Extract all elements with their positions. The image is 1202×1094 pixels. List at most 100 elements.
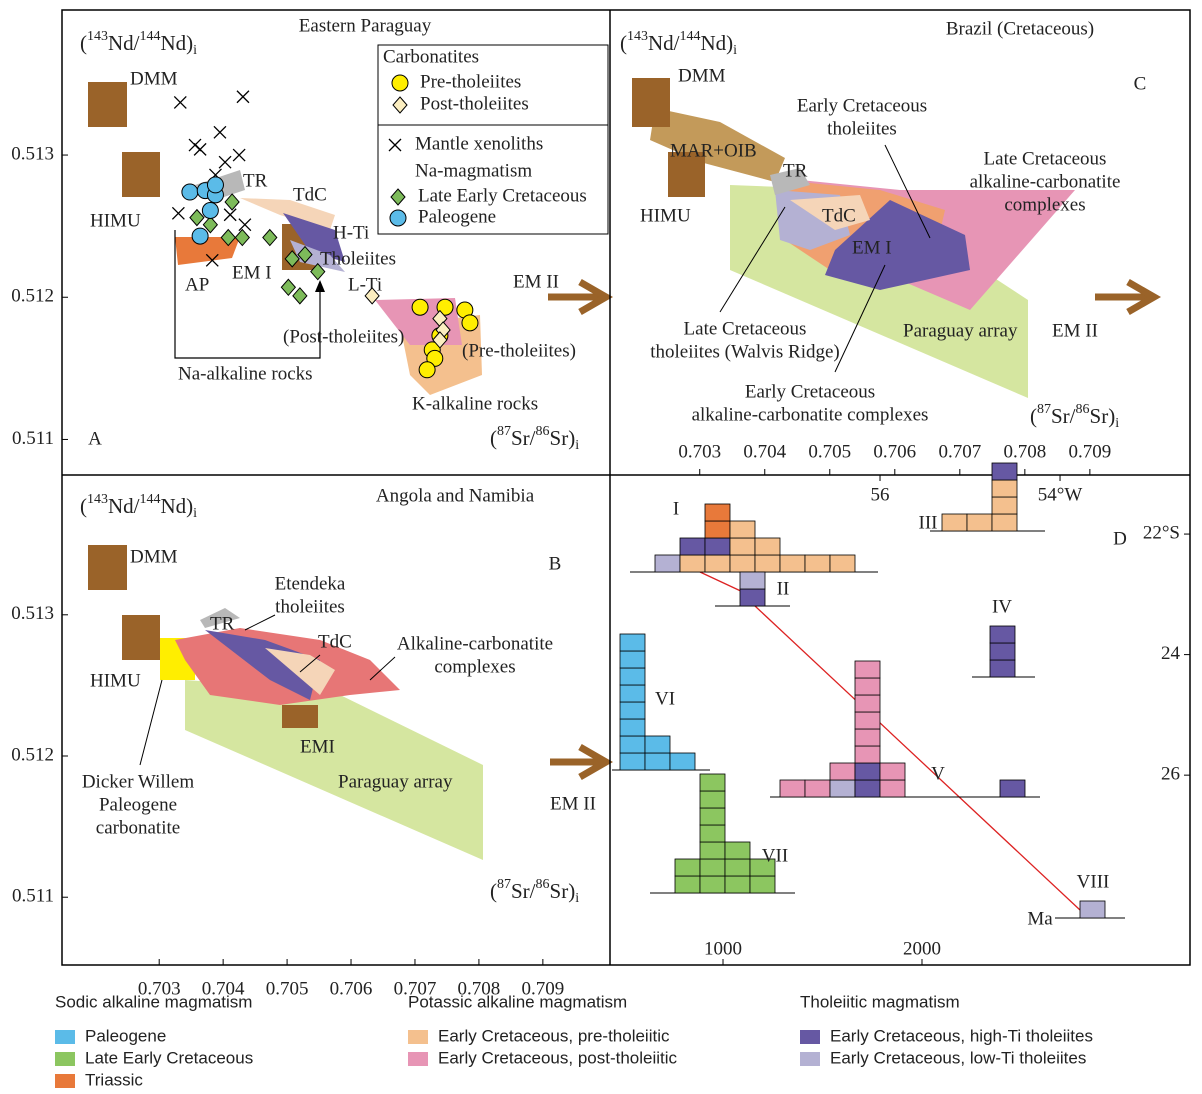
legend-label: Paleogene [418,206,496,227]
group-label: VIII [1077,871,1110,892]
annotation: Paraguay array [903,320,1018,341]
cell [724,858,751,877]
field-himu [122,615,160,660]
axis-label-part: 143 [627,29,648,44]
point [223,208,237,222]
legend-label: Early Cretaceous, high-Ti tholeiites [830,1026,1093,1045]
cell [749,875,776,894]
point [181,183,199,201]
axis-label-part: Nd/ [648,31,680,55]
group-label: III [919,512,938,533]
group-label: IV [992,596,1012,617]
panel-letter: A [88,428,102,449]
cell [854,660,881,679]
leader [719,206,786,313]
field-tdc [790,195,870,230]
lon-tick-label: 56 [871,484,890,505]
cell [619,718,646,737]
axis-label-part: Sr) [1090,404,1116,428]
cell [699,824,726,843]
axis-label-part: 86 [536,424,550,439]
field-tr [770,168,810,195]
field-himu [122,152,160,197]
x-tick-label: 0.709 [521,978,564,999]
cell [619,650,646,669]
annotation: carbonatite [96,817,180,838]
axis-label-part: 144 [680,29,701,44]
cell [704,520,731,539]
point [280,278,297,297]
lon-tick-label: 54°W [1038,484,1083,505]
axis-label-part: i [193,506,197,521]
cell [941,513,968,532]
annotation: EM II [513,271,559,292]
annotation: Tholeiites [320,248,396,269]
annotation: alkaline-carbonatite [970,171,1121,192]
axis-label-part: ( [1030,404,1037,428]
axis-label-part: 144 [140,29,161,44]
annotation: HIMU [640,205,691,226]
legend-marker [388,138,402,152]
axis-label-part: ( [620,31,627,55]
legend-label: Mantle xenoliths [415,133,543,154]
field-ap [175,237,240,265]
legend-swatch [800,1030,820,1044]
annotation: tholeiites [275,596,345,617]
point [206,176,224,194]
cell [991,496,1018,515]
annotation: K-alkaline rocks [412,393,538,414]
legend-label: Pre-tholeiites [420,71,521,92]
annotation: Alkaline-carbonatite [397,633,553,654]
annotation: Late Cretaceous [684,318,807,339]
cell [991,462,1018,481]
point [236,90,250,104]
legend-title: Potassic alkaline magmatism [408,992,627,1011]
axis-label-part: 86 [536,877,550,892]
legend-marker [392,96,408,114]
cell [1079,900,1106,919]
cell [804,554,831,573]
cell [991,513,1018,532]
x-tick-label: 2000 [903,938,941,959]
annotation: L-Ti [348,274,382,295]
x-tick-label: 0.705 [808,441,851,462]
x-tick-label: 0.704 [202,978,245,999]
cell [854,762,881,781]
annotation: Na-alkaline rocks [178,363,313,384]
cell [699,858,726,877]
axis-label-part: Sr/ [511,879,536,903]
axis-label-part: 86 [1076,402,1090,417]
field-high-ti [825,200,970,290]
cell [704,503,731,522]
annotation: AP [185,274,209,295]
x-tick-label: 0.708 [458,978,501,999]
lat-tick-label: 26 [1161,764,1180,785]
point [310,262,326,281]
red-line [754,605,1081,911]
legend-label: Early Cretaceous, pre-tholeiitic [438,1026,670,1045]
cell [674,875,701,894]
cell [739,571,766,590]
point [191,227,209,245]
annotation: tholeiites (Walvis Ridge) [650,341,840,362]
point [201,202,219,220]
cell [879,762,906,781]
cell [854,779,881,798]
annotation: TdC [318,631,352,652]
cell [854,694,881,713]
annotation: TR [243,170,268,191]
cell [854,677,881,696]
point [432,331,448,349]
cell [854,728,881,747]
leader [369,656,396,681]
leader [139,679,163,766]
annotation: alkaline-carbonatite complexes [692,404,929,425]
annotation: Late Cretaceous [984,148,1107,169]
annotation: Paraguay array [338,771,453,792]
axis-label-part: 143 [87,29,108,44]
leader [884,144,931,239]
arrow-em2-head [578,278,614,316]
legend-label: Late Early Cretaceous [85,1048,253,1067]
axis-label: (143Nd/144Nd)i [620,29,737,58]
